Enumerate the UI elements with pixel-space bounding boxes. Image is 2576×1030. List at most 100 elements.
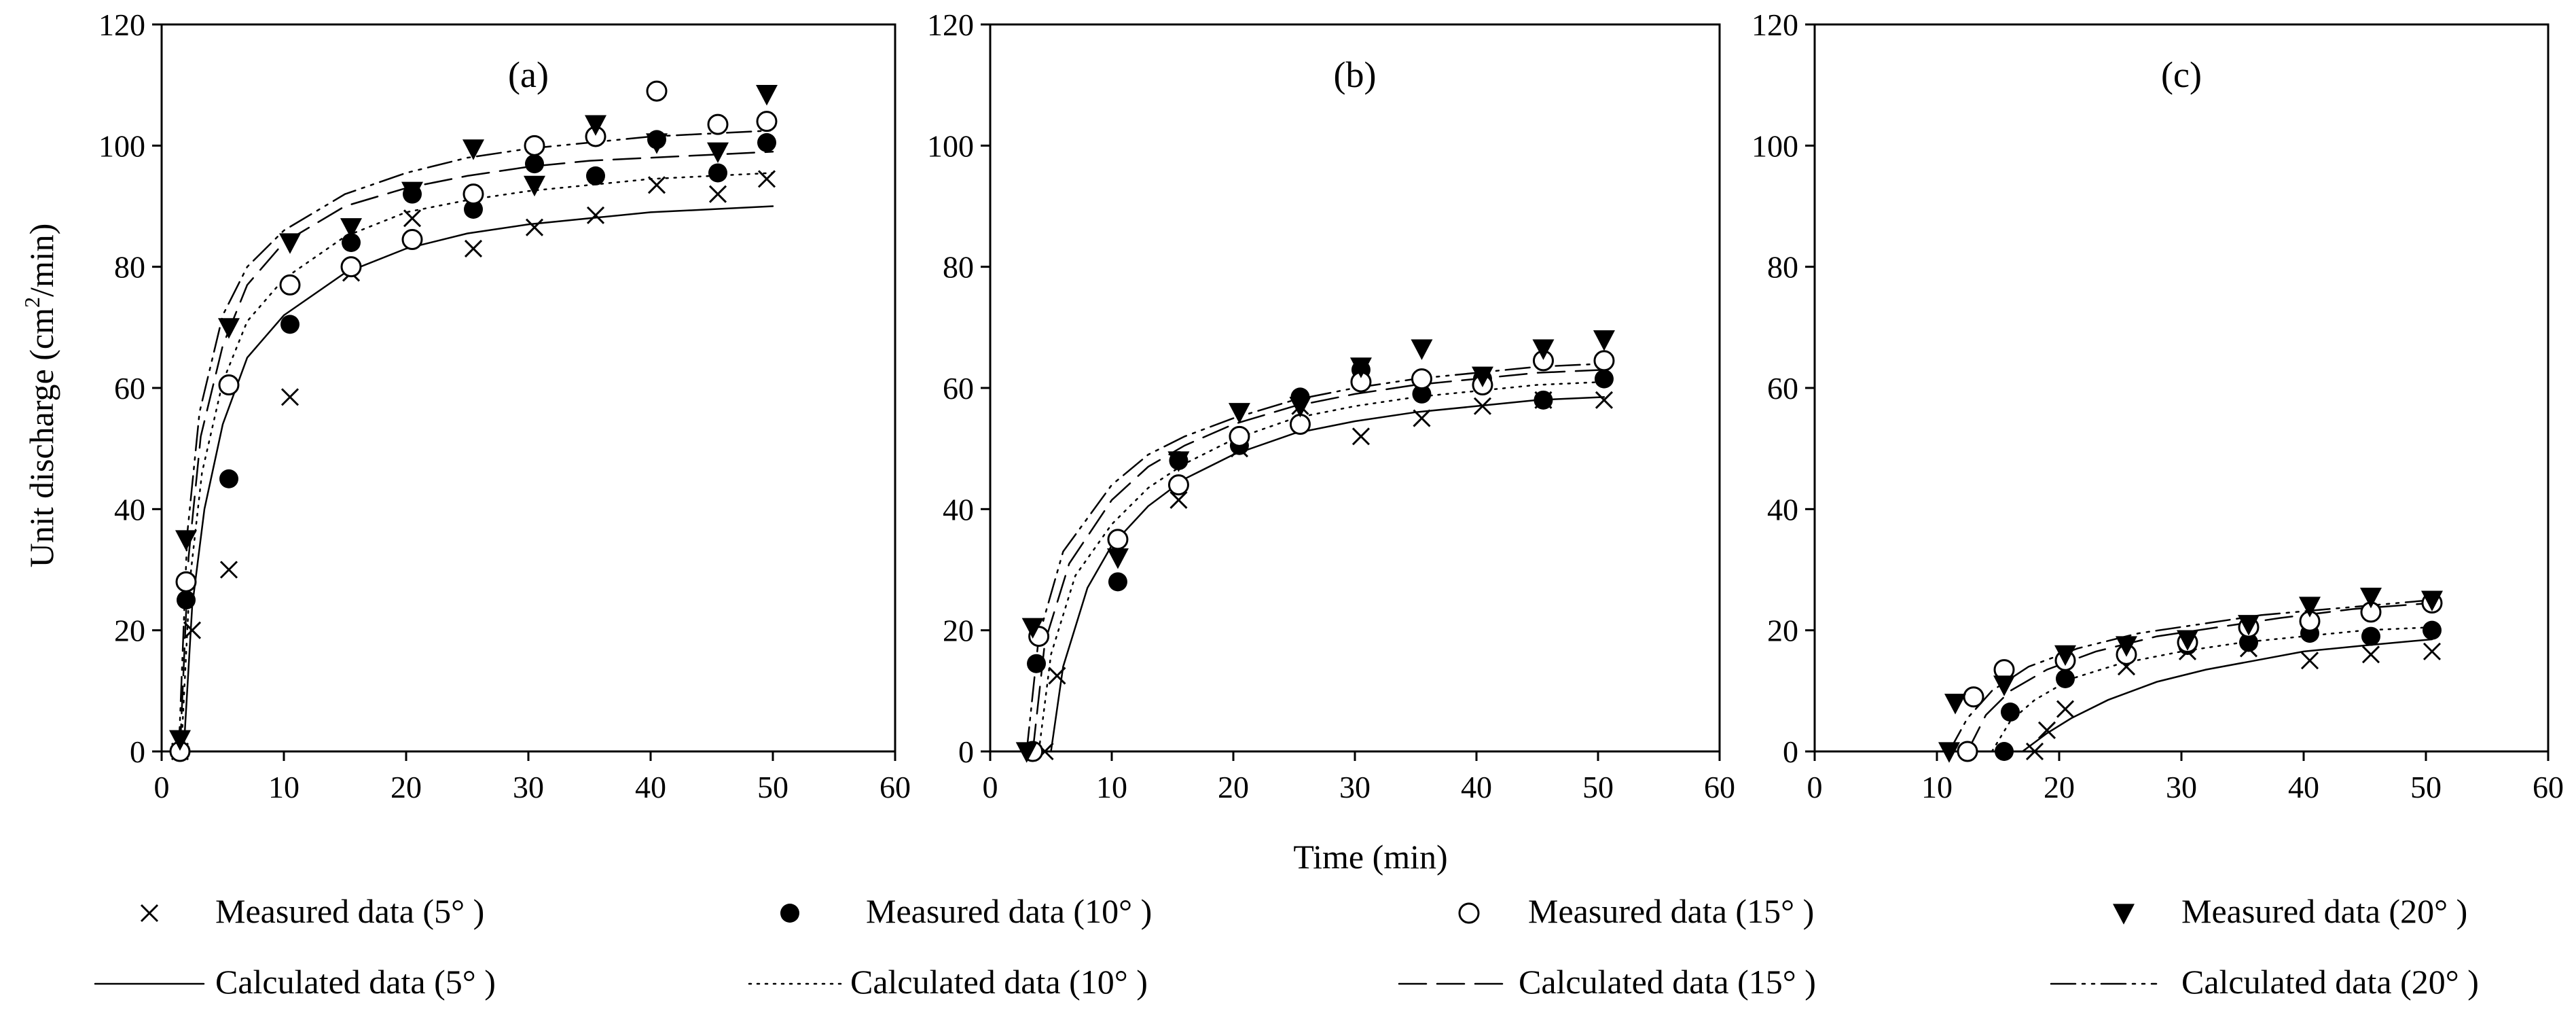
data-point-20deg — [1593, 330, 1615, 351]
data-point-5deg — [2423, 642, 2442, 660]
data-point-20deg — [1993, 675, 2015, 696]
panel-2: 0 10 20 30 40 50 60 0 20 40 60 80 100 120 (b) — [927, 7, 1735, 804]
data-point-15deg — [707, 113, 729, 135]
y-tick-label: 60 — [1767, 371, 1798, 406]
legend-item-calculated: Calculated data (15° ) — [1398, 963, 1816, 1001]
data-point-15deg — [1167, 474, 1189, 496]
data-point-20deg — [175, 530, 197, 551]
data-point-10deg — [757, 132, 776, 152]
data-point-15deg — [1963, 686, 1984, 708]
data-point-15deg — [1229, 425, 1250, 447]
data-point-20deg — [1106, 548, 1129, 569]
data-point-5deg — [647, 176, 666, 194]
legend: Measured data (5° ) Measured data (10° ) M… — [94, 892, 2479, 1001]
x-tick-label: 60 — [879, 770, 911, 804]
data-point-20deg — [2054, 645, 2076, 667]
y-tick-label: 60 — [943, 371, 974, 406]
y-tick-label: 80 — [114, 250, 145, 285]
legend-item-calculated: Calculated data (10° ) — [748, 963, 1148, 1001]
data-point-5deg — [1048, 667, 1066, 685]
y-tick-label: 120 — [927, 7, 974, 42]
data-point-5deg — [2056, 700, 2075, 718]
x-tick-label: 30 — [2166, 770, 2197, 804]
y-tick-label: 100 — [927, 128, 974, 163]
data-point-10deg — [342, 233, 361, 252]
data-point-15deg — [1593, 350, 1615, 372]
data-point-5deg — [708, 185, 727, 203]
data-point-20deg — [340, 218, 362, 239]
y-tick-label: 60 — [114, 371, 145, 406]
y-tick-label: 80 — [943, 250, 974, 285]
legend-item-measured: Measured data (10° ) — [780, 892, 1152, 930]
data-point-10deg — [2056, 669, 2075, 688]
data-point-15deg — [1289, 414, 1311, 435]
data-point-20deg — [1471, 366, 1493, 387]
plot-frame — [160, 23, 896, 753]
data-point-15deg — [401, 229, 423, 251]
legend-item-calculated: Calculated data (20° ) — [2050, 963, 2479, 1001]
data-point-20deg — [1532, 339, 1555, 360]
calculated-line-5deg — [183, 205, 774, 753]
x-tick-label: 60 — [1704, 770, 1735, 804]
y-tick-label: 20 — [943, 614, 974, 648]
y-tick-label: 20 — [1767, 614, 1798, 648]
data-point-20deg — [585, 115, 606, 136]
legend-marker — [2113, 904, 2135, 925]
data-point-5deg — [2361, 645, 2380, 664]
data-point-20deg — [1349, 357, 1372, 378]
data-point-10deg — [2239, 633, 2258, 652]
panel-1: 0 10 20 30 40 50 60 0 20 40 60 80 100 120 (a) — [98, 7, 911, 804]
y-tick-label: 40 — [943, 492, 974, 527]
data-point-15deg — [340, 256, 362, 278]
panel-label: (b) — [1334, 54, 1377, 95]
data-point-10deg — [1027, 654, 1047, 673]
y-tick-label: 100 — [1752, 128, 1798, 163]
data-point-20deg — [279, 233, 301, 254]
legend-label: Measured data (15° ) — [1528, 892, 1814, 930]
x-tick-label: 50 — [1582, 770, 1614, 804]
panel-label: (a) — [508, 54, 549, 95]
y-tick-label: 120 — [98, 7, 145, 42]
data-point-15deg — [756, 111, 778, 132]
legend-label: Calculated data (15° ) — [1519, 963, 1816, 1001]
data-point-20deg — [2177, 630, 2198, 651]
x-tick-label: 30 — [513, 770, 544, 804]
data-point-5deg — [1413, 409, 1431, 427]
data-point-5deg — [1352, 427, 1371, 446]
x-tick-label: 0 — [983, 770, 998, 804]
data-point-5deg — [464, 239, 483, 258]
x-axis-title: Time (min) — [1293, 838, 1447, 876]
data-point-5deg — [1473, 397, 1492, 415]
calculated-line-15deg — [1966, 602, 2433, 753]
calculated-line-10deg — [180, 172, 774, 753]
data-point-15deg — [218, 374, 240, 396]
data-point-5deg — [525, 218, 544, 236]
y-tick-label: 120 — [1752, 7, 1798, 42]
data-point-10deg — [1412, 384, 1432, 404]
data-point-20deg — [1411, 339, 1433, 360]
data-point-20deg — [646, 133, 668, 154]
data-point-5deg — [2037, 721, 2056, 739]
legend-label: Calculated data (10° ) — [850, 963, 1148, 1001]
y-tick-label: 80 — [1767, 250, 1798, 285]
legend-item-measured: Measured data (5° ) — [140, 892, 484, 930]
calculated-line-20deg — [177, 129, 774, 753]
data-point-20deg — [756, 84, 778, 106]
calculated-line-15deg — [179, 151, 774, 753]
data-point-20deg — [1015, 742, 1038, 763]
data-point-5deg — [2025, 742, 2044, 761]
y-tick-label: 0 — [1783, 734, 1798, 769]
data-point-10deg — [2423, 620, 2442, 640]
x-tick-label: 0 — [154, 770, 170, 804]
data-point-15deg — [1107, 529, 1129, 550]
data-point-5deg — [586, 206, 605, 224]
data-point-20deg — [2421, 590, 2443, 611]
data-point-15deg — [1411, 368, 1432, 390]
data-point-5deg — [2300, 652, 2319, 670]
x-tick-label: 10 — [1921, 770, 1953, 804]
x-tick-label: 60 — [2533, 770, 2564, 804]
legend-item-measured: Measured data (15° ) — [1458, 892, 1814, 930]
data-point-20deg — [1938, 742, 1960, 763]
